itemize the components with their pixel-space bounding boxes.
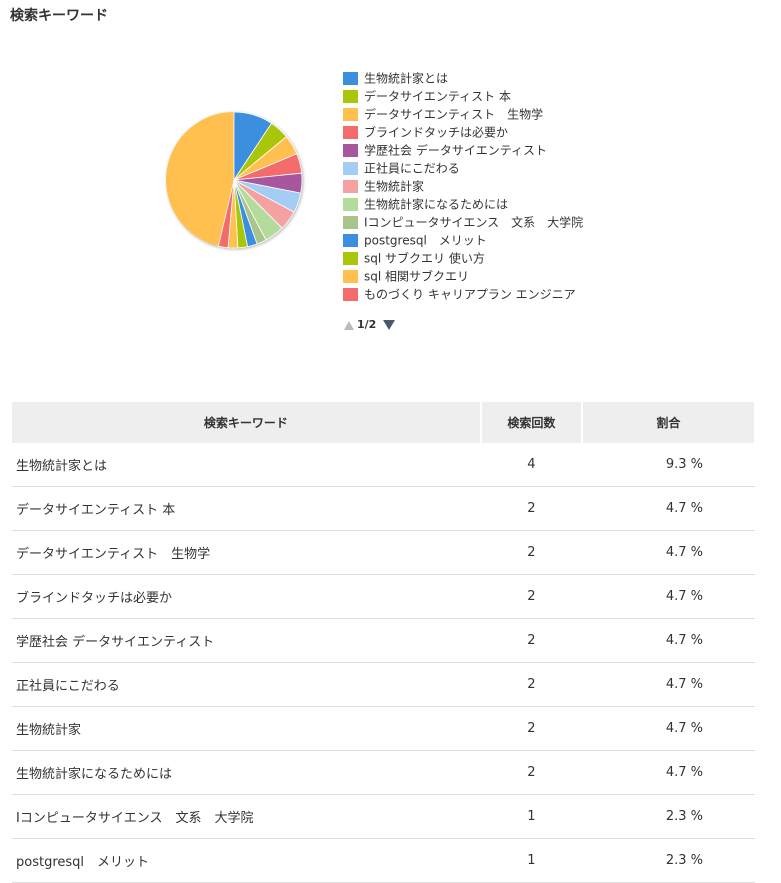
legend-label: sql 相関サブクエリ: [364, 269, 469, 284]
table-row: 生物統計家とは 4 9.3 %: [12, 443, 755, 487]
legend-label: 生物統計家になるためには: [364, 197, 508, 212]
table-row: 生物統計家になるためには 2 4.7 %: [12, 750, 755, 795]
table-cell: 4.7 %: [581, 486, 755, 531]
table-row: データサイエンティスト 本 2 4.7 %: [12, 486, 755, 531]
table-cell: 4.7 %: [581, 750, 755, 795]
legend-label: postgresql メリット: [364, 234, 487, 248]
table-row: 生物統計家 2 4.7 %: [12, 706, 755, 751]
legend-label: 学歴社会 データサイエンティスト: [364, 143, 547, 158]
legend-swatch: [343, 72, 358, 85]
table-cell: 4.7 %: [581, 574, 755, 619]
column-header: 検索回数: [480, 402, 583, 443]
legend-swatch: [343, 270, 358, 283]
legend-swatch: [343, 216, 358, 229]
table-cell: データサイエンティスト 本: [12, 486, 481, 531]
table-cell: 生物統計家とは: [12, 443, 481, 487]
table-cell: 4.7 %: [581, 618, 755, 663]
legend-label: 生物統計家とは: [364, 71, 448, 86]
table-cell: 2: [480, 530, 582, 575]
table-cell: 2: [480, 486, 582, 531]
table-cell: postgresql メリット: [12, 838, 481, 883]
table-cell: Iコンピュータサイエンス 文系 大学院: [12, 794, 481, 839]
table-cell: 2: [480, 618, 582, 663]
table-cell: 4: [480, 443, 582, 487]
table-cell: 4.7 %: [581, 706, 755, 751]
legend-swatch: [343, 180, 358, 193]
legend-label: 生物統計家: [364, 179, 424, 194]
pager-label: 1/2: [357, 318, 376, 331]
table-cell: 2: [480, 750, 582, 795]
table-row: ブラインドタッチは必要か 2 4.7 %: [12, 574, 755, 619]
table-cell: ブラインドタッチは必要か: [12, 574, 481, 619]
table-cell: 4.7 %: [581, 662, 755, 707]
table-cell: 2.3 %: [581, 794, 755, 839]
legend-label: sql サブクエリ 使い方: [364, 251, 485, 266]
pager-next[interactable]: [383, 320, 395, 330]
table-cell: 4.7 %: [581, 530, 755, 575]
table-row: データサイエンティスト 生物学 2 4.7 %: [12, 530, 755, 575]
legend-swatch: [343, 108, 358, 121]
column-header: 割合: [581, 402, 757, 443]
table-cell: 生物統計家: [12, 706, 481, 751]
legend-swatch: [343, 198, 358, 211]
legend-label: データサイエンティスト 本: [364, 89, 511, 104]
table-cell: 2: [480, 706, 582, 751]
legend-label: データサイエンティスト 生物学: [364, 107, 543, 122]
legend-swatch: [343, 90, 358, 103]
legend-swatch: [343, 126, 358, 139]
table-row: postgresql メリット 1 2.3 %: [12, 838, 755, 883]
legend-label: 正社員にこだわる: [364, 161, 460, 176]
table-cell: 1: [480, 794, 582, 839]
table-cell: 1: [480, 838, 582, 883]
table-cell: 2: [480, 662, 582, 707]
legend-swatch: [343, 144, 358, 157]
legend-label: ものづくり キャリアプラン エンジニア: [364, 288, 576, 302]
table-row: Iコンピュータサイエンス 文系 大学院 1 2.3 %: [12, 794, 755, 839]
legend-swatch: [343, 162, 358, 175]
pie-slice: [217, 179, 235, 249]
table-row: 学歴社会 データサイエンティスト 2 4.7 %: [12, 618, 755, 663]
legend-label: Iコンピュータサイエンス 文系 大学院: [364, 215, 583, 230]
table-cell: 9.3 %: [581, 443, 755, 487]
table-row: 正社員にこだわる 2 4.7 %: [12, 662, 755, 707]
legend-label: ブラインドタッチは必要か: [364, 125, 508, 140]
table-cell: 正社員にこだわる: [12, 662, 481, 707]
table-cell: データサイエンティスト 生物学: [12, 530, 481, 575]
legend-swatch: [343, 288, 358, 301]
table-cell: 2: [480, 574, 582, 619]
table-cell: 生物統計家になるためには: [12, 750, 481, 795]
table-cell: 2.3 %: [581, 838, 755, 883]
section-title: 検索キーワード: [10, 8, 108, 24]
legend-swatch: [343, 252, 358, 265]
pager-prev[interactable]: [344, 321, 354, 330]
column-header: 検索キーワード: [12, 402, 482, 443]
legend-swatch: [343, 234, 358, 247]
table-cell: 学歴社会 データサイエンティスト: [12, 618, 481, 663]
